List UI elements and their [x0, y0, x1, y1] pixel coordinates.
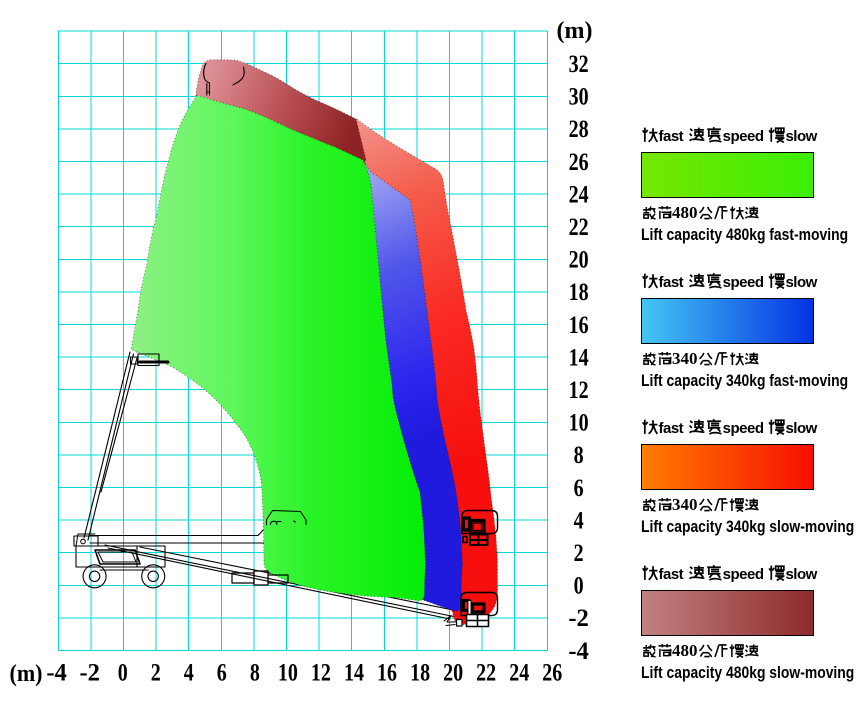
svg-text:12: 12: [311, 660, 331, 687]
svg-text:24: 24: [569, 181, 589, 208]
svg-text:26: 26: [542, 660, 562, 687]
svg-text:-2: -2: [79, 660, 100, 687]
svg-text:22: 22: [569, 214, 589, 241]
svg-text:8: 8: [250, 660, 260, 687]
svg-text:0: 0: [574, 573, 584, 600]
svg-text:16: 16: [377, 660, 397, 687]
svg-text:32: 32: [569, 51, 589, 78]
svg-text:14: 14: [344, 660, 364, 687]
svg-text:16: 16: [569, 312, 589, 339]
svg-text:24: 24: [509, 660, 529, 687]
svg-text:4: 4: [574, 507, 584, 534]
svg-text:-2: -2: [568, 605, 589, 632]
svg-text:18: 18: [569, 279, 589, 306]
svg-text:10: 10: [569, 410, 589, 437]
svg-text:22: 22: [476, 660, 496, 687]
svg-text:8: 8: [574, 442, 584, 469]
svg-text:18: 18: [410, 660, 430, 687]
svg-text:28: 28: [569, 116, 589, 143]
svg-text:20: 20: [443, 660, 463, 687]
svg-text:6: 6: [574, 475, 584, 502]
svg-text:12: 12: [569, 377, 589, 404]
svg-text:10: 10: [278, 660, 298, 687]
svg-text:6: 6: [217, 660, 227, 687]
svg-text:0: 0: [118, 660, 128, 687]
svg-text:-4: -4: [568, 638, 589, 665]
svg-text:-4: -4: [46, 660, 67, 687]
svg-text:2: 2: [151, 660, 161, 687]
svg-text:(m): (m): [10, 661, 43, 687]
svg-text:4: 4: [184, 660, 194, 687]
svg-text:14: 14: [569, 344, 589, 371]
svg-text:(m): (m): [557, 18, 593, 44]
svg-text:30: 30: [569, 84, 589, 111]
svg-text:2: 2: [574, 540, 584, 567]
svg-text:20: 20: [569, 247, 589, 274]
svg-text:26: 26: [569, 149, 589, 176]
